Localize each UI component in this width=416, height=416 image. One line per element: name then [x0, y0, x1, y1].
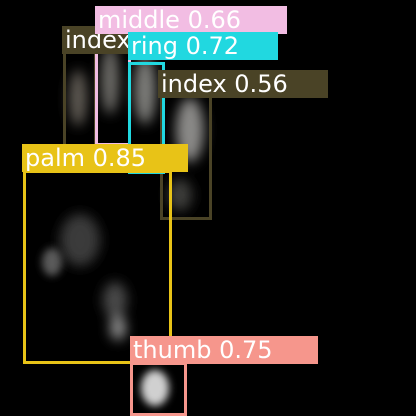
label-index-0.56: index 0.56	[158, 70, 328, 98]
label-palm: palm 0.85	[22, 144, 188, 172]
label-thumb: thumb 0.75	[130, 336, 318, 364]
bbox-index	[63, 50, 97, 156]
bbox-palm	[23, 170, 172, 364]
label-middle: middle 0.66	[95, 6, 287, 34]
bbox-thumb	[130, 362, 187, 416]
label-ring: ring 0.72	[128, 32, 278, 60]
